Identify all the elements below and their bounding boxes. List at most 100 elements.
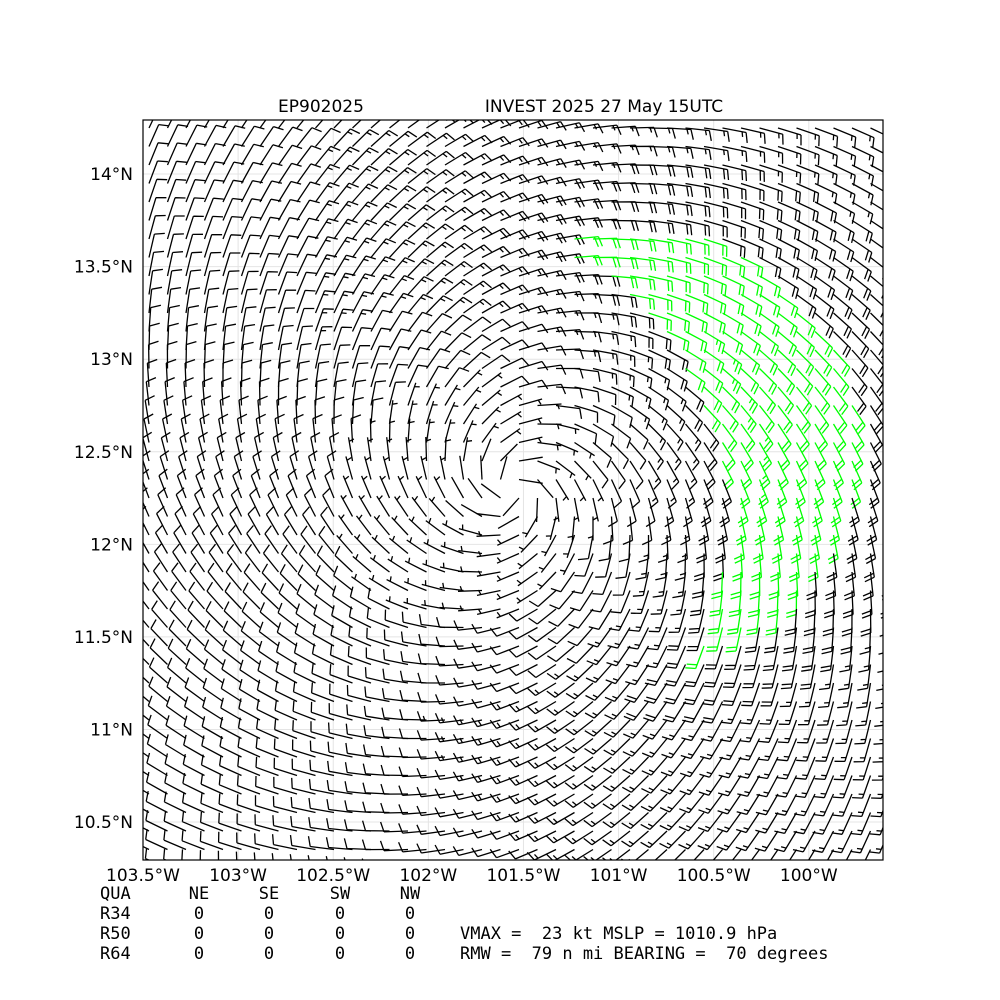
wind-barb <box>722 164 748 182</box>
wind-barb <box>329 664 353 684</box>
wind-barb <box>648 423 667 451</box>
wind-barb <box>203 287 220 314</box>
wind-barb <box>471 810 501 821</box>
wind-barb <box>164 772 187 795</box>
wind-barb <box>314 145 341 166</box>
wind-barb <box>463 171 493 185</box>
wind-barb <box>641 738 668 758</box>
wind-barb <box>814 145 838 166</box>
wind-barb <box>282 525 298 554</box>
wind-barb <box>143 845 150 851</box>
wind-barb <box>273 757 298 777</box>
wind-barb <box>203 161 226 184</box>
wind-barb <box>846 534 858 564</box>
wind-barb <box>240 252 260 277</box>
wind-barb <box>259 271 278 295</box>
wind-barb <box>240 161 264 184</box>
wind-barb <box>314 163 341 184</box>
wind-barb <box>742 664 761 689</box>
x-tick-label: 102°W <box>399 866 457 886</box>
wind-barb <box>777 442 791 472</box>
wind-barb <box>706 627 724 652</box>
wind-barb <box>518 534 538 553</box>
wind-barb <box>351 273 376 295</box>
wind-barb <box>238 678 261 703</box>
wind-barb <box>388 363 409 388</box>
wind-barb <box>759 275 781 299</box>
wind-barb <box>833 201 856 224</box>
wind-barb <box>851 201 874 225</box>
wind-barb <box>679 756 705 778</box>
wind-barb <box>851 423 865 453</box>
wind-barb <box>257 395 268 425</box>
wind-barb <box>143 733 150 740</box>
wind-barb <box>722 275 745 297</box>
wind-barb <box>758 460 771 491</box>
wind-barb <box>199 830 224 851</box>
wind-barb <box>489 663 520 674</box>
wind-barb <box>222 234 242 258</box>
wind-barb <box>489 830 520 840</box>
wind-barb <box>380 764 409 777</box>
wind-barb <box>698 793 724 814</box>
wind-barb <box>703 293 727 316</box>
wind-barb <box>629 312 655 330</box>
wind-barb <box>200 792 224 814</box>
wind-barb <box>481 422 499 443</box>
wind-barb <box>612 571 631 596</box>
wind-barb <box>333 361 349 388</box>
wind-barb <box>206 581 224 610</box>
wind-barb <box>648 182 676 196</box>
wind-barb <box>273 776 298 795</box>
wind-barb <box>610 590 631 614</box>
wind-barb <box>163 395 174 425</box>
wind-barb <box>740 386 759 414</box>
wind-barb <box>314 308 334 332</box>
wind-barb <box>328 432 340 462</box>
wind-barb <box>175 487 187 517</box>
wind-barb <box>240 180 263 203</box>
wind-barb <box>218 812 242 832</box>
wind-barb <box>365 647 390 666</box>
wind-barb <box>797 701 816 726</box>
wind-barb <box>340 494 354 517</box>
wind-barb <box>444 332 472 351</box>
wind-barb <box>165 715 187 740</box>
wind-barb <box>489 645 520 656</box>
wind-barb <box>481 354 511 370</box>
wind-barb <box>312 413 323 443</box>
wind-barb <box>496 552 520 564</box>
wind-barb <box>274 719 298 740</box>
wind-barb <box>380 802 409 814</box>
wind-barb <box>712 849 723 860</box>
wind-barb <box>181 849 185 860</box>
wind-barb <box>406 537 427 555</box>
wind-barb <box>603 719 631 738</box>
wind-barb <box>296 307 315 332</box>
wind-barb <box>425 348 451 369</box>
wind-barb <box>592 386 617 406</box>
wind-barb <box>884 535 894 564</box>
wind-barb <box>389 148 417 166</box>
wind-barb <box>518 267 549 278</box>
wind-barb <box>816 719 835 744</box>
wind-barb <box>868 868 889 890</box>
wind-barb <box>368 574 390 592</box>
wind-barb <box>327 760 353 777</box>
wind-barb <box>685 164 712 179</box>
wind-barb <box>481 209 512 222</box>
wind-barb <box>814 349 833 377</box>
wind-barb <box>623 719 649 739</box>
wind-barb <box>279 563 298 591</box>
wind-barb <box>185 160 207 184</box>
wind-barb <box>296 145 322 166</box>
wind-barb <box>722 201 747 220</box>
wind-barb <box>240 143 264 166</box>
wind-barb <box>352 183 379 203</box>
wind-barb <box>277 180 302 203</box>
wind-barb <box>868 479 880 509</box>
wind-barb <box>225 563 242 591</box>
wind-barb <box>648 127 676 139</box>
wind-barb <box>707 608 724 635</box>
wind-barb <box>351 237 377 258</box>
